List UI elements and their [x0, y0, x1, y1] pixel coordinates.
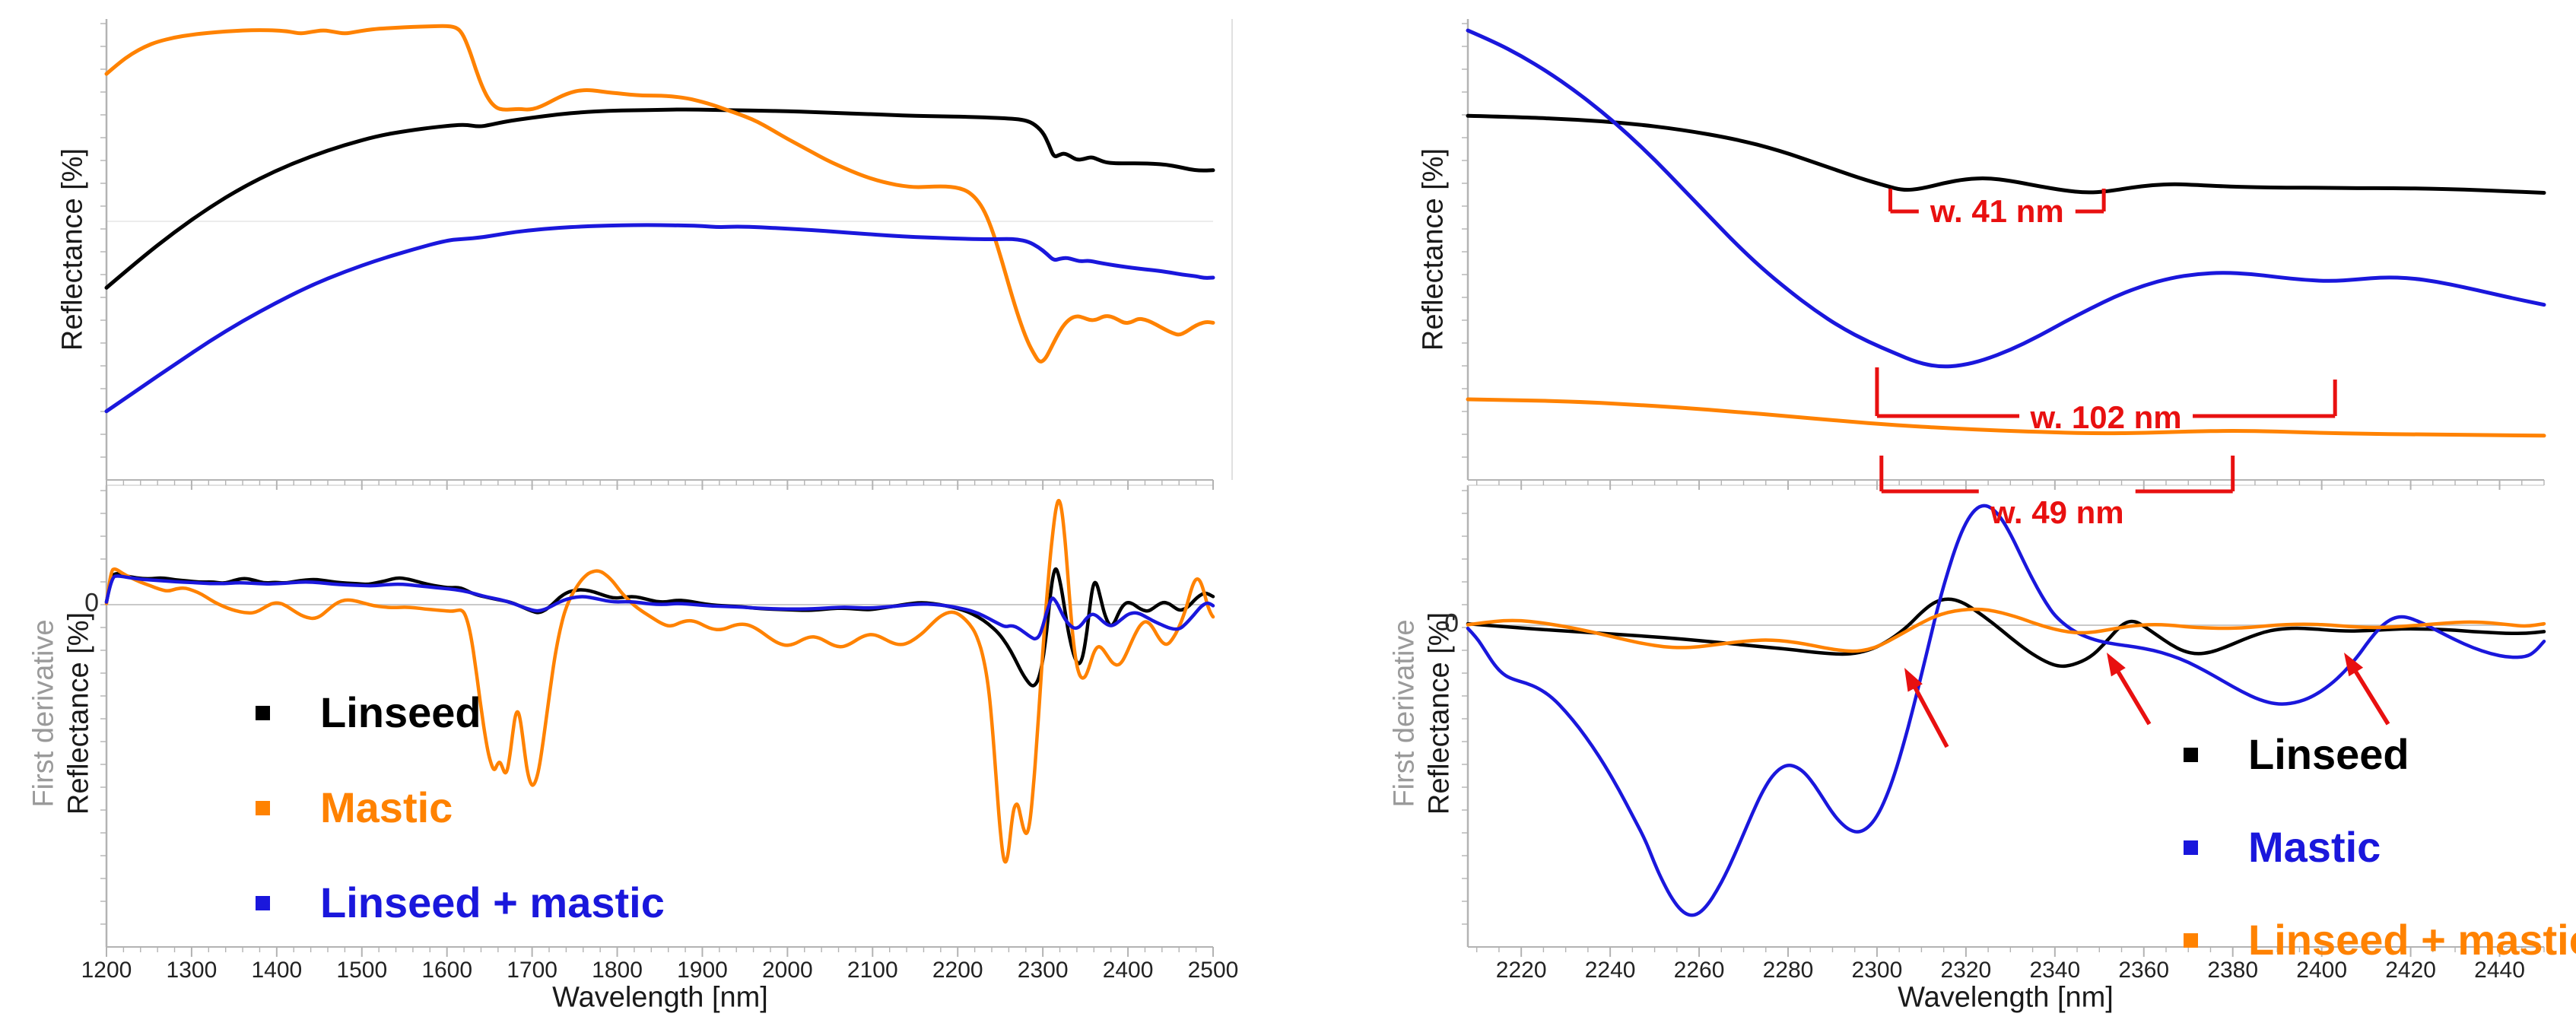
- legend-label-linseed-mastic: Linseed + mastic: [2248, 916, 2576, 964]
- series-linseed-mastic-right-bottom: [1466, 607, 2546, 653]
- x-tick-label: 1700: [507, 958, 557, 983]
- x-tick-label: 2360: [2118, 958, 2169, 983]
- legend-label-mastic: Mastic: [320, 783, 453, 831]
- x-tick-label: 2260: [1674, 958, 1725, 983]
- x-tick-label: 2420: [2385, 958, 2436, 983]
- annotation-w102-label: w. 102 nm: [2030, 399, 2182, 435]
- right-top-ylabel: Reflectance [%]: [1417, 148, 1450, 351]
- annotation-arrow-head: [1904, 668, 1923, 692]
- legend-item-linseed: Linseed: [256, 690, 481, 735]
- left-xlabel: Wavelength [nm]: [552, 981, 768, 1014]
- series-mastic-right-bottom: [1466, 504, 2546, 917]
- legend-marker-linseed: [2184, 747, 2198, 762]
- x-tick-label: 2500: [1188, 958, 1239, 983]
- legend-item-mastic: Mastic: [256, 785, 453, 831]
- left-zero-label: 0: [84, 588, 99, 618]
- x-tick-label: 2400: [1103, 958, 1154, 983]
- legend-marker-linseed-mastic: [256, 895, 270, 910]
- annotation-arrow-head: [2107, 653, 2126, 677]
- series-linseed-mastic-left-top: [104, 223, 1215, 414]
- series-linseed-right-top: [1466, 113, 2546, 195]
- series-linseed-mastic-left-bottom: [104, 574, 1215, 641]
- annotation-arrow-shaft: [2352, 666, 2390, 726]
- right-zero-label: 0: [1444, 608, 1459, 638]
- left-top-ylabel: Reflectance [%]: [56, 148, 89, 351]
- series-linseed-left-top: [104, 107, 1215, 290]
- legend-item-linseed-mastic: Linseed + mastic: [2184, 917, 2576, 963]
- x-tick-label: 2200: [932, 958, 983, 983]
- right-xlabel: Wavelength [nm]: [1898, 981, 2114, 1014]
- x-tick-label: 1200: [81, 958, 132, 983]
- legend-item-linseed: Linseed: [2184, 732, 2409, 777]
- x-tick-label: 1800: [592, 958, 643, 983]
- x-tick-label: 2000: [762, 958, 813, 983]
- right-bottom-ylabel-derivative: First derivative: [1388, 619, 1421, 808]
- annotation-w41-label: w. 41 nm: [1930, 193, 2064, 229]
- x-tick-label: 2220: [1496, 958, 1547, 983]
- legend-marker-linseed-mastic: [2184, 932, 2198, 948]
- left-bottom-ylabel-reflectance: Reflectance [%]: [62, 612, 95, 815]
- x-tick-label: 2300: [1018, 958, 1069, 983]
- x-tick-label: 1900: [677, 958, 728, 983]
- annotation-arrow-shaft: [2114, 667, 2152, 726]
- x-tick-label: 2280: [1763, 958, 1814, 983]
- legend-label-linseed: Linseed: [320, 688, 481, 736]
- legend-label-mastic: Mastic: [2248, 823, 2381, 871]
- x-tick-label: 1500: [336, 958, 387, 983]
- x-tick-label: 1600: [421, 958, 472, 983]
- x-tick-label: 2100: [847, 958, 898, 983]
- x-tick-label: 1300: [167, 958, 218, 983]
- series-linseed-mastic-right-top: [1466, 397, 2546, 438]
- x-tick-label: 2320: [1941, 958, 1992, 983]
- series-mastic-right-top: [1466, 28, 2546, 369]
- annotation-w49-label: w. 49 nm: [1990, 494, 2124, 530]
- annotation-arrow-head: [2344, 653, 2364, 677]
- series-linseed-right-bottom: [1466, 597, 2546, 669]
- legend-marker-linseed: [256, 705, 270, 720]
- legend-label-linseed: Linseed: [2248, 730, 2409, 778]
- x-tick-label: 2400: [2296, 958, 2347, 983]
- x-tick-label: 2300: [1852, 958, 1903, 983]
- x-tick-label: 2240: [1585, 958, 1636, 983]
- legend-item-linseed-mastic: Linseed + mastic: [256, 880, 665, 926]
- series-mastic-left-top: [104, 24, 1215, 364]
- legend-marker-mastic: [2184, 840, 2198, 855]
- x-tick-label: 2340: [2029, 958, 2080, 983]
- annotation-arrow-shaft: [1911, 682, 1949, 748]
- legend-label-linseed-mastic: Linseed + mastic: [320, 878, 665, 926]
- legend-item-mastic: Mastic: [2184, 824, 2381, 870]
- x-tick-label: 2380: [2207, 958, 2258, 983]
- series-mastic-left-bottom: [104, 498, 1215, 864]
- x-tick-label: 1400: [251, 958, 302, 983]
- left-bottom-ylabel-derivative: First derivative: [27, 619, 60, 808]
- legend-marker-mastic: [256, 800, 270, 815]
- x-tick-label: 2440: [2474, 958, 2525, 983]
- right-bottom-ylabel-reflectance: Reflectance [%]: [1423, 612, 1456, 815]
